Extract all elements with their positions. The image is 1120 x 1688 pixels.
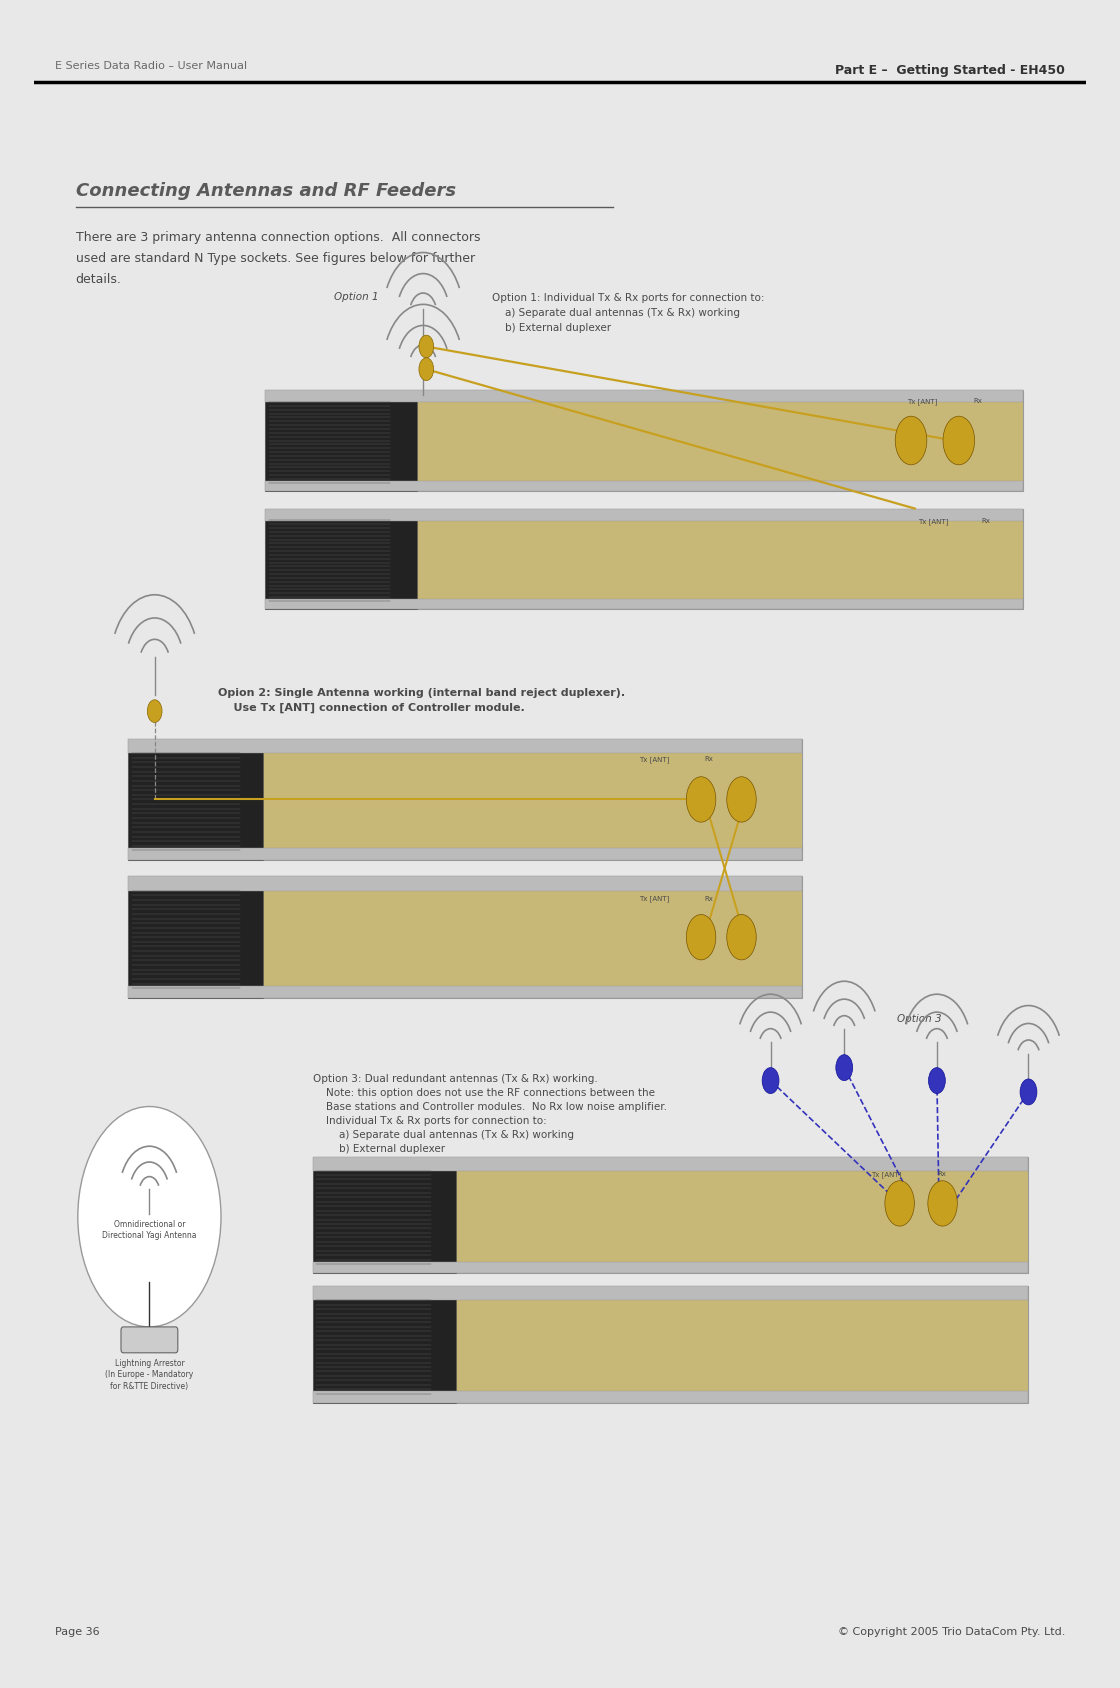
Circle shape [885,1180,914,1225]
Bar [265,599,1024,609]
Bar [265,390,1024,402]
Text: Part E –  Getting Started - EH450: Part E – Getting Started - EH450 [836,64,1065,78]
Bar [265,481,1024,491]
Circle shape [895,417,927,464]
Bar [265,390,1024,491]
Circle shape [928,1067,945,1094]
Bar [129,739,802,753]
Bar [312,1286,1028,1300]
Bar [312,1156,1028,1171]
Bar [129,876,263,998]
Text: Tx [ANT]: Tx [ANT] [907,398,937,405]
Text: Tx [ANT]: Tx [ANT] [918,518,949,525]
Bar [265,508,1024,609]
Bar [129,986,802,998]
Text: Connecting Antennas and RF Feeders: Connecting Antennas and RF Feeders [76,182,456,199]
Circle shape [943,417,974,464]
Circle shape [419,336,433,358]
Circle shape [727,915,756,960]
Circle shape [419,358,433,380]
Text: Rx: Rx [937,1171,945,1177]
Text: Tx [ANT]: Tx [ANT] [638,756,670,763]
Text: Tx [ANT]: Tx [ANT] [870,1171,900,1178]
Circle shape [727,776,756,822]
Text: Lightning Arrestor
(In Europe - Mandatory
for R&TTE Directive): Lightning Arrestor (In Europe - Mandator… [105,1359,194,1391]
Text: Option 3: Dual redundant antennas (Tx & Rx) working.
    Note: this option does : Option 3: Dual redundant antennas (Tx & … [312,1074,666,1155]
Text: Opion 2: Single Antenna working (internal band reject duplexer).
    Use Tx [ANT: Opion 2: Single Antenna working (interna… [217,689,625,712]
Bar [312,1391,1028,1403]
Bar [312,1156,1028,1273]
Text: Omnidirectional or
Directional Yagi Antenna: Omnidirectional or Directional Yagi Ante… [102,1220,197,1241]
FancyBboxPatch shape [121,1327,178,1352]
Circle shape [1020,1079,1037,1106]
Text: Page 36: Page 36 [55,1627,100,1637]
Bar [312,1156,456,1273]
Bar [129,876,802,998]
Circle shape [927,1180,958,1225]
Bar [129,876,802,891]
Bar [129,739,263,861]
Bar [129,739,802,861]
Circle shape [687,915,716,960]
Bar [265,508,417,609]
Text: E Series Data Radio – User Manual: E Series Data Radio – User Manual [55,61,246,71]
Text: Option 3: Option 3 [897,1014,942,1025]
Bar [312,1261,1028,1273]
Text: © Copyright 2005 Trio DataCom Pty. Ltd.: © Copyright 2005 Trio DataCom Pty. Ltd. [838,1627,1065,1637]
Bar [34,1614,1086,1654]
Text: Rx: Rx [704,896,713,901]
Circle shape [77,1107,221,1327]
Text: Rx: Rx [973,398,982,403]
Bar [312,1286,456,1403]
Text: Option 1: Individual Tx & Rx ports for connection to:
    a) Separate dual anten: Option 1: Individual Tx & Rx ports for c… [492,294,764,333]
Text: Rx: Rx [704,756,713,763]
Bar [129,847,802,861]
Bar [265,508,1024,520]
Circle shape [762,1067,780,1094]
Circle shape [687,776,716,822]
Bar [312,1286,1028,1403]
Text: There are 3 primary antenna connection options.  All connectors
used are standar: There are 3 primary antenna connection o… [76,231,480,287]
Bar [265,390,417,491]
Text: Rx: Rx [981,518,990,525]
Circle shape [836,1055,852,1080]
Text: Option 1: Option 1 [334,292,379,302]
Text: Tx [ANT]: Tx [ANT] [638,896,670,903]
Circle shape [148,701,162,722]
